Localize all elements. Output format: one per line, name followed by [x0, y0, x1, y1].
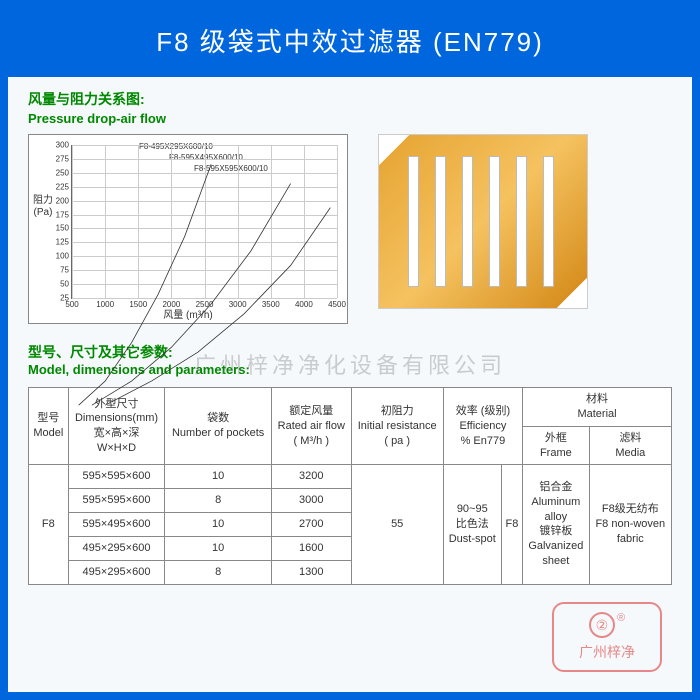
table-row: F8595×595×6001032005590~95比色法Dust-spotF8… — [29, 465, 672, 489]
th-resistance: 初阻力 Initial resistance ( pa ) — [351, 388, 443, 465]
cell-dim: 595×595×600 — [68, 465, 165, 489]
th-frame: 外框 Frame — [523, 426, 590, 465]
cell-airflow: 2700 — [271, 513, 351, 537]
cell-airflow: 1600 — [271, 536, 351, 560]
cell-dim: 495×295×600 — [68, 560, 165, 584]
cell-model: F8 — [29, 465, 69, 584]
product-photo — [378, 134, 588, 309]
cell-pockets: 8 — [165, 560, 272, 584]
cell-dim: 495×295×600 — [68, 536, 165, 560]
stamp-logo-icon: ② — [589, 612, 615, 638]
cell-pockets: 10 — [165, 513, 272, 537]
th-efficiency: 效率 (级别) Efficiency % En779 — [443, 388, 522, 465]
cell-pockets: 8 — [165, 489, 272, 513]
cell-eff-class: F8 — [501, 465, 522, 584]
stamp-text: 广州梓净 — [579, 642, 635, 662]
cell-resistance: 55 — [351, 465, 443, 584]
stamp-reg: ® — [617, 612, 625, 624]
cell-frame: 铝合金Aluminumalloy镀锌板Galvanizedsheet — [523, 465, 590, 584]
cell-airflow: 1300 — [271, 560, 351, 584]
cell-airflow: 3000 — [271, 489, 351, 513]
spec-table: 型号 Model 外型尺寸 Dimensions(mm) 宽×高×深 W×H×D… — [28, 387, 672, 585]
cell-airflow: 3200 — [271, 465, 351, 489]
plot-area: 2550751001251501752002252502753005001000… — [71, 145, 337, 299]
pressure-drop-chart: F8-495X295X600/10 F8-595X495X600/10 F8-5… — [28, 134, 348, 324]
cell-eff-method: 90~95比色法Dust-spot — [443, 465, 501, 584]
cell-dim: 595×495×600 — [68, 513, 165, 537]
page-title: F8 级袋式中效过滤器 (EN779) — [8, 8, 692, 77]
th-model: 型号 Model — [29, 388, 69, 465]
company-stamp: ② ® 广州梓净 — [552, 602, 662, 672]
content-area: 风量与阻力关系图: Pressure drop-air flow F8-495X… — [8, 77, 692, 595]
y-axis-label: 阻力 (Pa) — [33, 195, 53, 219]
cell-pockets: 10 — [165, 536, 272, 560]
th-media: 滤料 Media — [589, 426, 671, 465]
chart-row: F8-495X295X600/10 F8-595X495X600/10 F8-5… — [28, 134, 672, 324]
chart-title-cn: 风量与阻力关系图: — [28, 89, 672, 109]
cell-pockets: 10 — [165, 465, 272, 489]
th-material: 材料 Material — [523, 388, 672, 427]
cell-media: F8级无纺布F8 non-wovenfabric — [589, 465, 671, 584]
page-container: F8 级袋式中效过滤器 (EN779) 风量与阻力关系图: Pressure d… — [8, 8, 692, 692]
chart-title-en: Pressure drop-air flow — [28, 111, 672, 126]
cell-dim: 595×595×600 — [68, 489, 165, 513]
